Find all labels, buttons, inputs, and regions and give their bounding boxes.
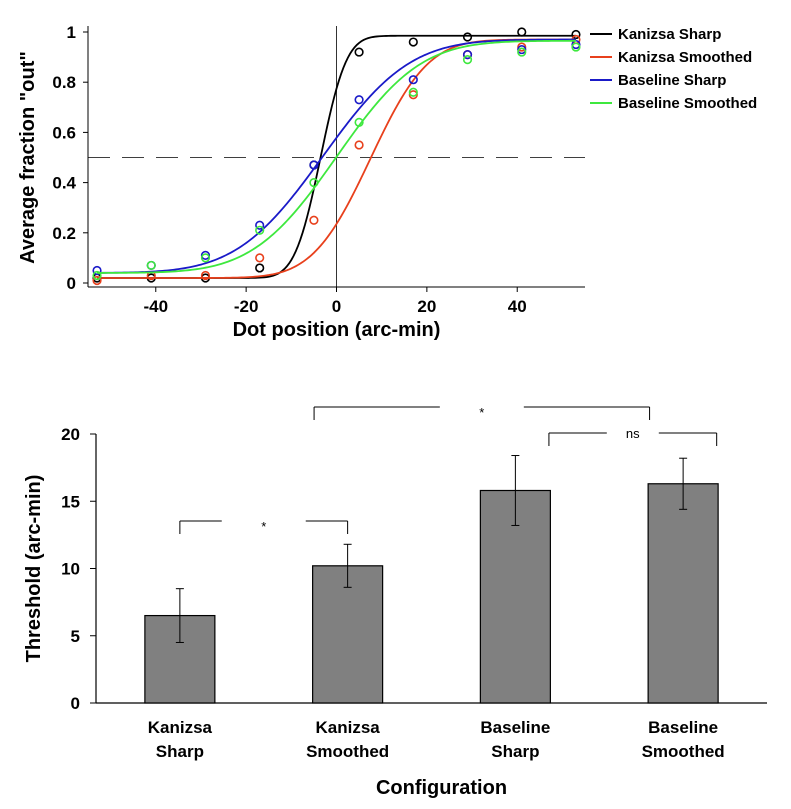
data-point (354, 47, 364, 57)
y-axis-title: Average fraction "out" (17, 51, 39, 264)
data-point (462, 55, 473, 65)
category-label-2: Sharp (491, 742, 539, 761)
y-tick-label: 0 (71, 694, 80, 713)
data-point (309, 160, 319, 170)
data-point (571, 42, 581, 52)
y-tick-label: 20 (61, 425, 80, 444)
data-point (408, 87, 418, 97)
y-tick-label: 0.8 (52, 73, 76, 92)
data-point (255, 263, 265, 273)
data-point (255, 220, 265, 230)
category-label-0: Kanizsa (148, 718, 213, 737)
y-tick-label: 0.2 (52, 224, 76, 243)
data-point (200, 270, 211, 281)
sig-label-1: * (479, 405, 484, 420)
y-axis-title: Threshold (arc-min) (23, 475, 45, 663)
y-tick-label: 0.6 (52, 123, 76, 142)
data-point (92, 265, 102, 276)
y-tick-label: 5 (71, 627, 80, 646)
x-tick-label: 40 (508, 297, 527, 316)
sig-label-2: ns (626, 426, 640, 441)
category-label-3: Baseline (648, 718, 718, 737)
data-point (462, 49, 473, 60)
x-tick-label: 20 (417, 297, 436, 316)
category-label-1: Smoothed (306, 742, 389, 761)
data-point (255, 253, 265, 263)
fit-curve-3 (97, 39, 576, 274)
fit-curve-2 (97, 38, 576, 274)
legend-label-3: Baseline Smoothed (618, 95, 757, 112)
x-tick-label: -40 (143, 297, 168, 316)
category-label-0: Sharp (156, 742, 204, 761)
x-axis-title: Configuration (376, 777, 507, 799)
data-point (571, 29, 581, 40)
bar-3 (647, 483, 719, 704)
threshold-bar-chart: 0 5 10 15 20 Kanizsa Sharp Kanizsa Smoothed Basel… (23, 405, 767, 799)
data-point (200, 253, 211, 263)
x-tick-label: -20 (234, 297, 259, 316)
y-tick-label: 0.4 (52, 174, 76, 193)
data-point (408, 37, 418, 47)
data-point (517, 27, 527, 37)
data-point (354, 117, 364, 127)
category-label-2: Baseline (480, 718, 550, 737)
data-point (408, 75, 418, 85)
data-point (462, 32, 473, 42)
data-point (92, 275, 102, 286)
psychometric-chart: 0 0.2 0.4 0.6 0.8 1 -40 -20 0 20 40 Dot position (a… (17, 23, 757, 341)
category-label-1: Kanizsa (316, 718, 381, 737)
legend-label-1: Kanizsa Smoothed (618, 49, 752, 66)
y-tick-label: 15 (61, 492, 80, 511)
category-label-3: Smoothed (642, 742, 725, 761)
legend-label-0: Kanizsa Sharp (618, 26, 721, 43)
y-tick-label: 1 (67, 23, 76, 42)
bar-1 (312, 565, 384, 704)
data-point (92, 270, 102, 281)
data-point (309, 215, 319, 225)
x-axis-title: Dot position (arc-min) (233, 319, 441, 341)
data-point (146, 260, 156, 271)
data-point (255, 225, 265, 235)
data-point (354, 95, 364, 105)
x-tick-label: 0 (332, 297, 341, 316)
legend-label-2: Baseline Sharp (618, 72, 726, 89)
y-tick-label: 0 (67, 274, 76, 293)
data-point (354, 140, 364, 150)
data-point (309, 178, 319, 188)
y-tick-label: 10 (61, 560, 80, 579)
sig-label-0: * (261, 519, 266, 534)
data-point (517, 47, 527, 57)
